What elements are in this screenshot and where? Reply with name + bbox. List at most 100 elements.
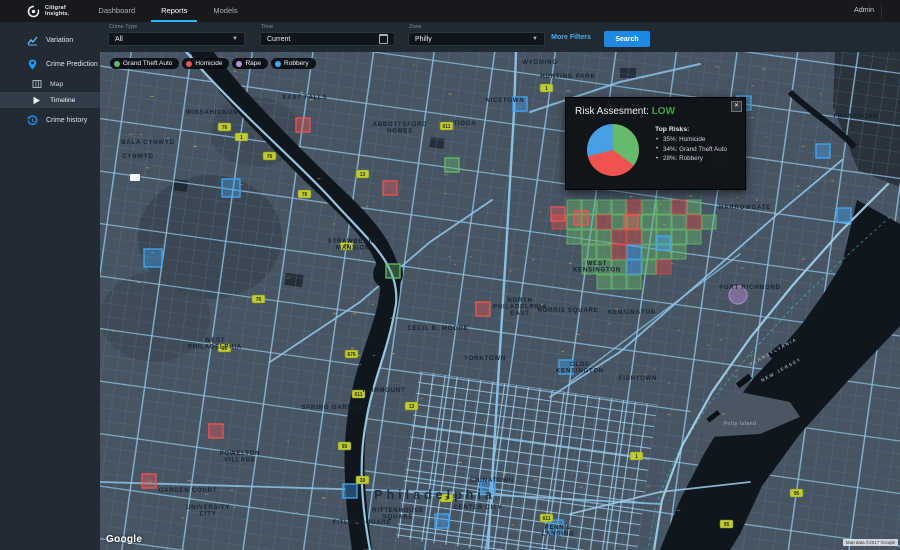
chart-icon	[27, 35, 38, 46]
map-place-label: POWELTON VILLAGE	[220, 451, 261, 464]
topbar-divider	[881, 4, 882, 18]
map-place-label: WEST KENSINGTON	[573, 261, 621, 274]
brand-logo-icon	[27, 5, 40, 17]
map-legend: Grand Theft Auto Homicide Rape Robbery	[110, 58, 316, 69]
svg-text:13: 13	[409, 404, 415, 410]
map-place-label: UNIVERSITY CITY	[186, 505, 230, 518]
time-dropdown[interactable]: Current	[260, 32, 395, 46]
crime-marker-homicide[interactable]	[623, 214, 639, 230]
search-button[interactable]: Search	[604, 31, 650, 47]
top-risk-item: 34%: Grand Theft Auto	[655, 145, 727, 153]
map-place-label: CHINATOWN	[470, 478, 514, 484]
crime-marker-gta[interactable]	[385, 263, 401, 279]
route-badge	[337, 441, 352, 451]
crime-marker-homicide[interactable]	[475, 301, 491, 317]
history-icon	[27, 114, 38, 126]
map-place-label: Petty Island	[724, 421, 757, 427]
map-place-label: STRAWBERRY MANSION	[328, 239, 378, 252]
map-svg: 76 1 76 76 13 611 1 76 76 30 676 611 95 13 30 3 611 95 95 1…	[100, 52, 900, 550]
route-badge	[351, 389, 366, 399]
admin-menu[interactable]: Admin	[854, 7, 874, 14]
map-attribution[interactable]: Map data ©2017 Google	[842, 539, 898, 546]
route-badge	[251, 294, 266, 304]
crime-marker-robbery[interactable]	[655, 235, 671, 251]
top-risk-item: 35%: Homicide	[655, 136, 727, 144]
time-filter: Time Current	[260, 24, 395, 46]
tab-dashboard[interactable]: Dashboard	[98, 6, 136, 15]
map-place-label: TIOGA	[454, 121, 477, 127]
crime-marker-robbery[interactable]	[815, 143, 831, 159]
crime-marker-robbery[interactable]	[221, 178, 241, 198]
sidebar-item-timeline[interactable]: Timeline	[0, 92, 100, 108]
route-badge	[355, 169, 370, 179]
crime-marker-robbery[interactable]	[434, 513, 450, 529]
crime-marker-robbery[interactable]	[548, 519, 564, 535]
crime-type-dropdown[interactable]: All ▼	[108, 32, 245, 46]
map-place-label: HARROWGATE	[719, 205, 771, 211]
zone-value: Philly	[415, 35, 432, 43]
route-badge	[439, 121, 454, 131]
crime-marker-homicide[interactable]	[550, 206, 566, 222]
route-badge	[789, 488, 804, 498]
crime-type-filter: Crime Type All ▼	[108, 24, 245, 46]
map-place-label: FAIRMOUNT	[363, 388, 406, 394]
close-icon[interactable]: ✕	[731, 101, 742, 112]
sidebar-item-crime-history[interactable]: Crime history	[0, 108, 100, 132]
route-badge	[539, 513, 554, 523]
legend-item-rape[interactable]: Rape	[232, 58, 269, 69]
map-place-label: NORTH PHILADELPHIA EAST	[493, 298, 547, 317]
sidebar-item-label: Crime Prediction	[46, 60, 98, 68]
brand-name: Citigraf Insights.	[45, 5, 70, 17]
legend-item-homicide[interactable]: Homicide	[182, 58, 230, 69]
crime-marker-homicide[interactable]	[141, 473, 157, 489]
crime-marker-rape[interactable]	[728, 285, 748, 305]
chevron-down-icon: ▼	[532, 36, 538, 42]
zone-dropdown[interactable]: Philly ▼	[408, 32, 545, 46]
sidebar-item-map[interactable]: Map	[0, 76, 100, 92]
crime-marker-homicide[interactable]	[573, 210, 589, 226]
tab-models[interactable]: Models	[213, 6, 238, 15]
more-filters-link[interactable]: More Filters	[551, 34, 591, 41]
map-place-label: CYNWYD	[122, 154, 153, 160]
route-badges: 76 1 76 76 13 611 1 76 76 30 676 611 95 13 30 3 611 95 95 1	[217, 83, 804, 529]
time-label: Time	[261, 24, 274, 30]
crime-marker-homicide[interactable]	[295, 117, 311, 133]
crime-marker-robbery[interactable]	[342, 483, 358, 499]
zone-filter: Zone Philly ▼	[408, 24, 545, 46]
legend-item-robbery[interactable]: Robbery	[271, 58, 316, 69]
route-badge	[719, 519, 734, 529]
sidebar-item-variation[interactable]: Variation	[0, 28, 100, 52]
route-badge	[234, 132, 249, 142]
tab-reports[interactable]: Reports	[148, 0, 200, 22]
svg-text:1: 1	[545, 86, 548, 92]
svg-text:95: 95	[794, 491, 800, 497]
legend-item-grand-theft-auto[interactable]: Grand Theft Auto	[110, 58, 180, 69]
map-place-label: GARDEN COURT	[159, 488, 218, 494]
route-badge	[629, 451, 644, 461]
svg-text:95: 95	[724, 522, 730, 528]
svg-text:13: 13	[360, 172, 366, 178]
risk-pie-chart	[587, 124, 639, 176]
crime-marker-robbery[interactable]	[143, 248, 163, 268]
crime-marker-robbery[interactable]	[512, 96, 528, 112]
risk-popup-title: Risk Assesment: LOW	[575, 106, 676, 117]
filter-bar: Crime Type All ▼ Time Current Zone Phill…	[100, 22, 900, 52]
crime-marker-homicide[interactable]	[208, 423, 224, 439]
map-place-label: PENN'S LANDING	[542, 525, 575, 538]
top-risks: Top Risks: 35%: Homicide34%: Grand Theft…	[655, 126, 727, 176]
crime-marker-robbery[interactable]	[836, 207, 852, 223]
major-avenues	[100, 52, 843, 550]
map-canvas[interactable]: 76 1 76 76 13 611 1 76 76 30 676 611 95 13 30 3 611 95 95 1…	[100, 52, 900, 550]
svg-text:30: 30	[222, 346, 228, 352]
legend-label: Grand Theft Auto	[123, 60, 173, 67]
legend-label: Homicide	[195, 60, 223, 67]
map-place-label: CENTER CITY	[454, 505, 503, 511]
crime-marker-robbery[interactable]	[558, 359, 574, 375]
route-badge	[217, 122, 232, 132]
rivers	[189, 52, 900, 550]
sidebar-item-crime-prediction[interactable]: Crime Prediction	[0, 52, 100, 76]
crime-marker-homicide[interactable]	[382, 180, 398, 196]
crime-marker-gta[interactable]	[444, 157, 460, 173]
map-place-label: FRANKFORD	[833, 114, 878, 120]
crime-marker-robbery[interactable]	[480, 479, 496, 495]
